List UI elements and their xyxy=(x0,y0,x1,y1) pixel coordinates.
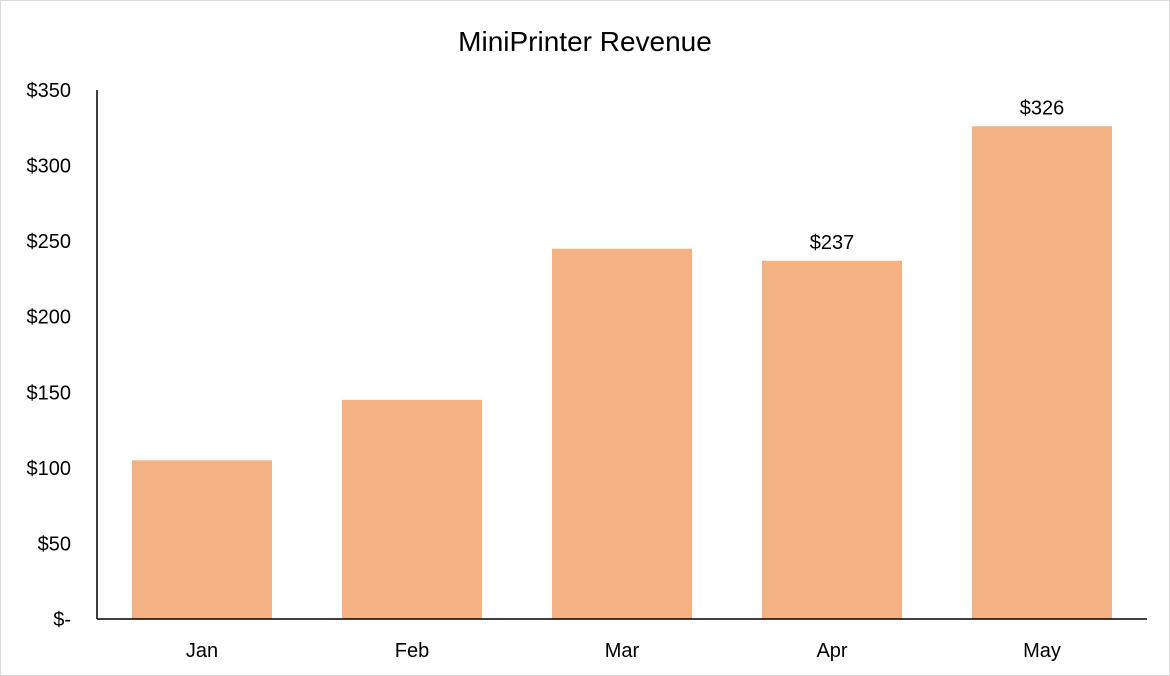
x-tick-label: Mar xyxy=(605,640,640,662)
bar-apr xyxy=(761,260,903,619)
bar-may xyxy=(971,126,1113,619)
bar-jan xyxy=(131,460,273,619)
y-axis-ticks: $- $50 $100 $150 $200 $250 $300 $350 xyxy=(27,80,72,631)
x-tick-label: Jan xyxy=(186,640,218,662)
y-tick-label: $150 xyxy=(27,382,72,404)
y-tick-label: $200 xyxy=(27,307,72,329)
y-tick-label: $100 xyxy=(27,458,72,480)
y-tick-label: $50 xyxy=(38,533,71,555)
y-tick-label: $350 xyxy=(27,80,72,102)
data-label-may: $326 xyxy=(1020,97,1065,119)
data-labels: $237 $326 xyxy=(810,97,1065,254)
x-axis-ticks: Jan Feb Mar Apr May xyxy=(186,640,1061,662)
data-label-apr: $237 xyxy=(810,232,855,254)
x-tick-label: May xyxy=(1023,640,1061,662)
bar-mar xyxy=(551,248,693,619)
chart-title: MiniPrinter Revenue xyxy=(458,26,712,57)
y-tick-label: $- xyxy=(53,609,71,631)
y-tick-label: $250 xyxy=(27,231,72,253)
x-tick-label: Feb xyxy=(395,640,429,662)
x-tick-label: Apr xyxy=(816,640,847,662)
y-tick-label: $300 xyxy=(27,156,72,178)
bars xyxy=(131,126,1113,619)
bar-feb xyxy=(341,399,483,619)
